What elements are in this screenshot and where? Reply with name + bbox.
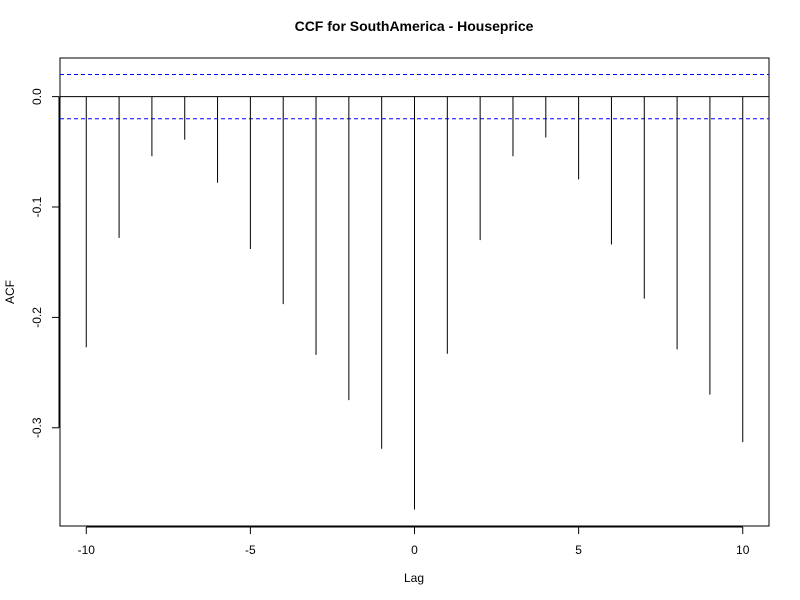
x-tick-label: 5 bbox=[575, 543, 582, 557]
chart-title: CCF for SouthAmerica - Houseprice bbox=[295, 18, 534, 34]
y-tick-label: 0.0 bbox=[30, 88, 44, 105]
x-tick-label: 0 bbox=[411, 543, 418, 557]
y-tick-label: -0.2 bbox=[30, 307, 44, 328]
x-tick-label: -10 bbox=[78, 543, 96, 557]
x-axis-label: Lag bbox=[404, 571, 424, 585]
y-tick-label: -0.1 bbox=[30, 196, 44, 217]
plot-area bbox=[60, 74, 769, 510]
plot-frame bbox=[59, 57, 770, 527]
x-axis: -10 -5 0 5 10 bbox=[78, 526, 750, 557]
y-axis: 0.0 -0.1 -0.2 -0.3 bbox=[30, 88, 60, 438]
x-tick-label: 10 bbox=[736, 543, 750, 557]
y-tick-label: -0.3 bbox=[30, 417, 44, 438]
x-tick-label: -5 bbox=[245, 543, 256, 557]
y-axis-label: ACF bbox=[3, 280, 17, 304]
